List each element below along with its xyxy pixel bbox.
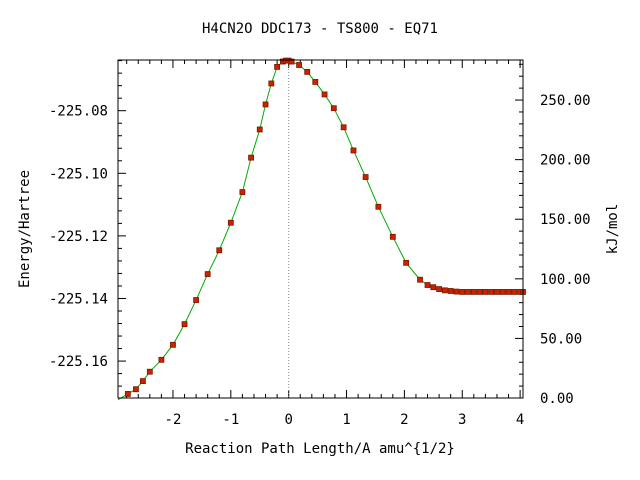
x-tick-label: 0 — [284, 412, 292, 428]
data-point — [139, 378, 146, 385]
data-point — [453, 288, 460, 295]
data-point — [262, 101, 269, 108]
series-line — [117, 60, 523, 401]
plot-frame — [117, 59, 524, 399]
data-point — [430, 284, 437, 291]
y2-tick-label: 150.00 — [540, 212, 591, 228]
axis-ticks — [118, 60, 523, 399]
data-point — [403, 259, 410, 266]
x-tick-label: 1 — [342, 412, 350, 428]
data-point — [330, 105, 337, 112]
y2-tick-label: 50.00 — [540, 331, 582, 347]
x-tick-label: -1 — [222, 412, 239, 428]
y-tick-label: -225.16 — [49, 354, 108, 370]
x-tick-label: 3 — [458, 412, 466, 428]
y2-tick-label: 100.00 — [540, 272, 591, 288]
x-axis-label: Reaction Path Length/A amu^{1/2} — [185, 441, 455, 457]
y2-tick-label: 0.00 — [540, 391, 574, 407]
y-tick-label: -225.10 — [49, 166, 108, 182]
data-point — [494, 289, 500, 295]
y2-tick-label: 250.00 — [540, 93, 591, 109]
data-point — [321, 91, 328, 98]
data-point — [170, 341, 176, 348]
data-point — [288, 58, 295, 65]
data-point — [296, 62, 302, 68]
data-point — [133, 386, 139, 393]
data-point — [499, 289, 506, 295]
data-point — [476, 289, 483, 295]
y-axis-label: Energy/Hartree — [17, 170, 33, 288]
x-tick-label: -2 — [165, 412, 182, 428]
data-point — [375, 203, 382, 210]
data-point — [424, 282, 431, 288]
data-point — [470, 289, 477, 295]
y2-tick-label: 200.00 — [540, 153, 591, 169]
data-point — [181, 321, 188, 328]
data-point — [239, 189, 246, 195]
data-point — [482, 289, 489, 295]
chart-title: H4CN2O DDC173 - TS800 - EQ71 — [202, 21, 438, 37]
data-point — [436, 286, 443, 292]
data-point — [304, 68, 311, 75]
data-point — [488, 289, 495, 295]
data-point — [124, 391, 131, 397]
data-point — [256, 126, 263, 133]
data-point — [459, 289, 466, 295]
y-tick-label: -225.08 — [49, 104, 108, 120]
y2-axis-label: kJ/mol — [605, 204, 621, 255]
data-point — [447, 288, 454, 294]
data-point — [204, 271, 211, 277]
data-point — [441, 287, 448, 294]
data-point — [340, 124, 347, 131]
y-tick-label: -225.12 — [49, 229, 108, 245]
data-markers — [124, 57, 526, 397]
x-tick-label: 4 — [516, 412, 524, 428]
x-tick-label: 2 — [400, 412, 408, 428]
data-point — [216, 247, 223, 254]
data-point — [146, 368, 153, 375]
data-point — [511, 289, 518, 295]
data-point — [505, 289, 512, 295]
data-point — [248, 154, 254, 161]
series-line-group — [117, 60, 523, 401]
data-point — [158, 356, 165, 363]
data-point — [268, 80, 275, 87]
y-tick-label: -225.14 — [49, 291, 108, 307]
data-point — [312, 79, 319, 85]
data-point — [227, 219, 234, 226]
data-point — [193, 297, 200, 303]
data-point — [362, 174, 369, 180]
data-point — [350, 147, 357, 154]
data-point — [389, 233, 396, 240]
data-point — [465, 289, 471, 295]
data-point — [417, 276, 423, 283]
data-point — [274, 63, 281, 70]
axis-tick-labels: -2 -1 0 1 2 3 4 -225.16 -225.14 -225.12 -225.10 -22… — [49, 93, 591, 428]
